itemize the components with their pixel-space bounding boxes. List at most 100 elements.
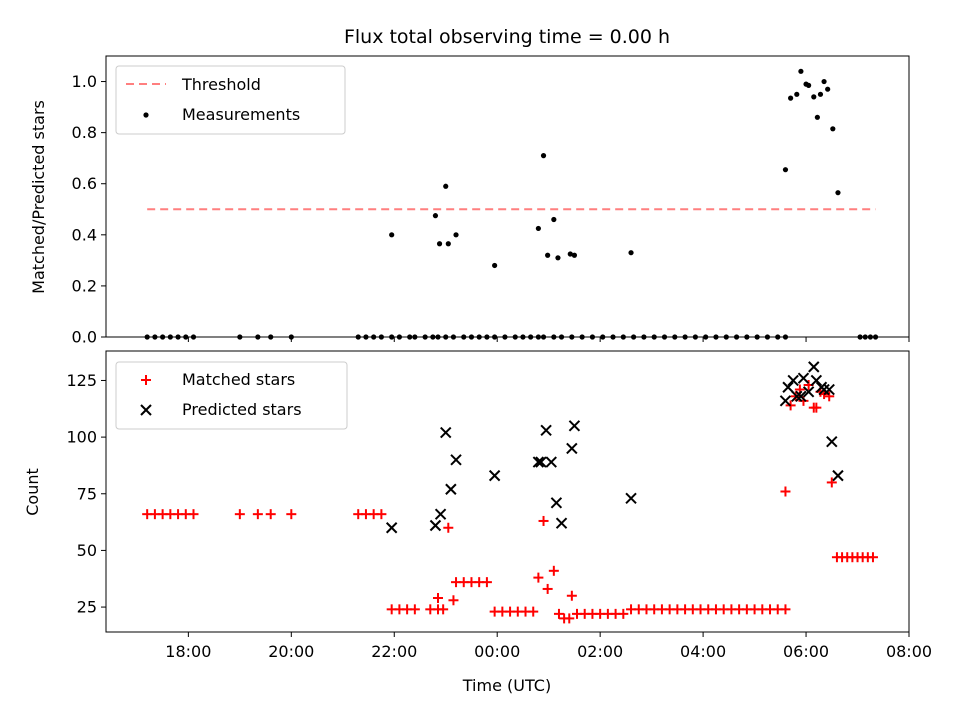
y-tick-label: 50 — [77, 541, 97, 560]
chart-title: Flux total observing time = 0.00 h — [344, 26, 670, 48]
measurement-point — [628, 250, 634, 256]
measurement-point — [821, 78, 827, 85]
matched-star-point — [481, 577, 492, 588]
measurement-point — [788, 95, 794, 101]
x-tick-label: 22:00 — [371, 642, 417, 661]
predicted-star-point — [826, 435, 838, 448]
x-axis-label: Time (UTC) — [462, 676, 551, 695]
measurement-point — [817, 91, 824, 97]
bottom-panel-frame — [105, 350, 910, 633]
y-tick-label: 125 — [66, 371, 97, 390]
bottom-y-ticks: 25 50 75 100 125 — [66, 371, 106, 617]
matched-star-point — [433, 604, 444, 615]
matched-star-point — [433, 593, 444, 604]
matched-stars-points — [142, 379, 878, 624]
bottom-panel: 25 50 75 100 125 18:00 20:00 22:00 00:00 02:00 04… — [23, 350, 932, 661]
measurement-point — [811, 94, 817, 100]
predicted-star-point — [566, 442, 578, 455]
x-tick-label: 00:00 — [474, 642, 520, 661]
legend-measurements-swatch — [143, 112, 149, 118]
matched-star-point — [542, 583, 553, 594]
measurement-point — [814, 114, 820, 120]
measurement-point — [432, 213, 439, 219]
measurements-points — [144, 68, 879, 340]
y-tick-label: 0.8 — [72, 123, 97, 142]
x-tick-label: 20:00 — [268, 642, 314, 661]
predicted-star-point — [545, 456, 557, 468]
legend-predicted-label: Predicted stars — [182, 400, 302, 419]
matched-star-point — [533, 572, 544, 583]
y-tick-label: 0.6 — [72, 174, 97, 193]
matched-star-point — [780, 486, 791, 497]
predicted-star-point — [532, 456, 545, 468]
legend-plus-marker — [141, 375, 151, 385]
predicted-star-point — [488, 469, 501, 482]
predicted-star-point — [802, 386, 815, 398]
predicted-star-point — [791, 390, 803, 403]
predicted-star-point — [434, 508, 447, 520]
measurement-point — [436, 241, 443, 247]
measurement-point — [567, 251, 573, 257]
matched-star-point — [564, 613, 575, 624]
matched-star-point — [528, 606, 539, 617]
measurement-point — [571, 252, 578, 258]
x-tick-label: 06:00 — [783, 642, 829, 661]
bottom-legend: Matched stars Predicted stars — [115, 361, 348, 430]
measurement-point — [782, 167, 789, 173]
predicted-star-point — [823, 383, 835, 396]
measurement-point — [835, 190, 841, 196]
predicted-star-point — [450, 454, 462, 466]
predicted-star-point — [797, 372, 810, 384]
top-y-axis-label: Matched/Predicted stars — [29, 100, 48, 294]
measurement-point — [555, 255, 561, 261]
y-tick-label: 100 — [66, 428, 97, 447]
predicted-star-point — [787, 374, 799, 387]
x-tick-label: 04:00 — [680, 642, 726, 661]
matched-star-point — [286, 509, 297, 520]
top-panel: 0.0 0.2 0.4 0.6 0.8 1.0 Matched/Predicted sta… — [29, 55, 910, 347]
predicted-star-point — [810, 374, 823, 387]
matched-star-point — [780, 604, 791, 615]
y-tick-label: 0.4 — [72, 225, 97, 244]
matched-star-point — [553, 608, 564, 619]
matched-star-point — [566, 590, 577, 601]
top-x-ticks — [187, 337, 910, 342]
measurement-point — [389, 232, 395, 238]
predicted-star-point — [832, 469, 844, 482]
matched-star-point — [826, 477, 837, 488]
measurement-point — [825, 86, 831, 92]
measurement-point — [443, 183, 449, 189]
measurement-point — [798, 68, 804, 74]
measurement-point — [535, 225, 541, 232]
predicted-star-point — [779, 395, 792, 407]
predicted-star-point — [429, 519, 442, 532]
predicted-star-point — [445, 483, 457, 495]
matched-star-point — [448, 595, 459, 606]
matched-star-point — [188, 509, 199, 520]
matched-star-point — [824, 391, 835, 402]
top-panel-frame — [105, 55, 910, 338]
matched-star-point — [265, 509, 276, 520]
top-y-ticks: 0.0 0.2 0.4 0.6 0.8 1.0 — [72, 72, 106, 347]
predicted-star-point — [385, 522, 398, 534]
predicted-star-point — [540, 424, 552, 437]
legend-predicted-swatch — [140, 404, 152, 416]
y-tick-label: 0.0 — [72, 328, 97, 347]
measurement-point — [806, 82, 812, 88]
measurement-point — [794, 91, 800, 97]
measurement-point — [551, 216, 557, 223]
matched-star-point — [252, 509, 263, 520]
measurement-point — [492, 262, 498, 269]
predicted-star-point — [818, 383, 830, 396]
legend-measurements-label: Measurements — [182, 105, 300, 124]
predicted-star-point — [550, 497, 563, 509]
predicted-stars-points — [385, 361, 844, 534]
measurement-point — [445, 241, 451, 247]
matched-star-point — [443, 522, 454, 533]
predicted-star-point — [535, 456, 547, 468]
legend-threshold-label: Threshold — [181, 75, 261, 94]
bottom-x-ticks: 18:00 20:00 22:00 00:00 02:00 04:00 06:00 08:00 — [165, 632, 932, 661]
measurement-point — [545, 252, 551, 258]
matched-star-point — [376, 509, 387, 520]
